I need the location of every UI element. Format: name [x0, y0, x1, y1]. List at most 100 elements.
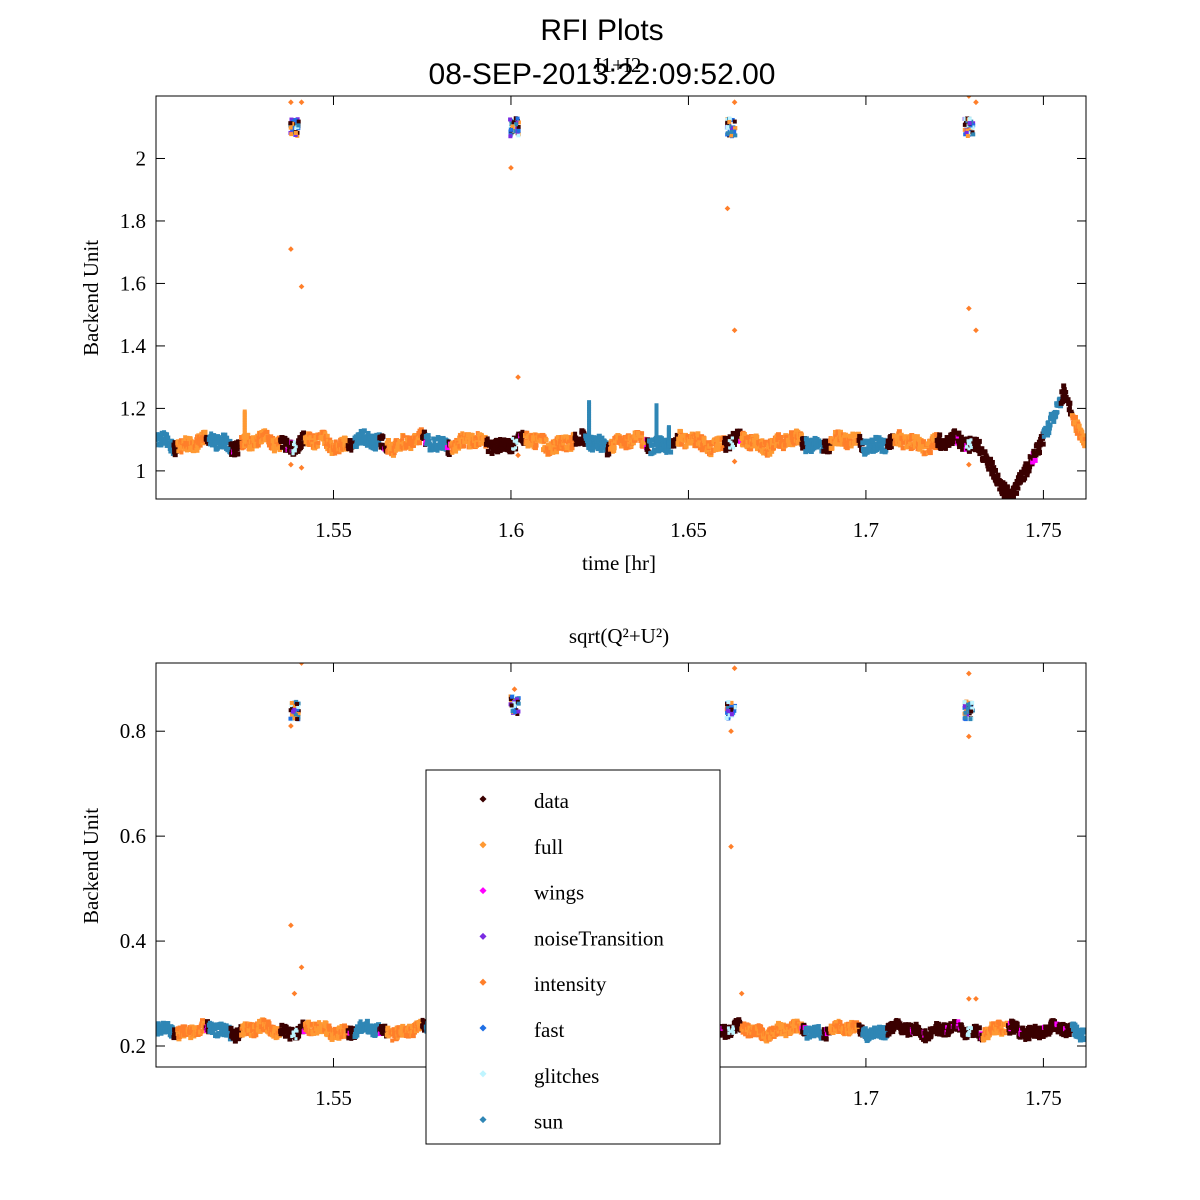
spike-point	[654, 427, 659, 432]
baseline-point	[866, 444, 871, 449]
baseline-point	[369, 443, 374, 448]
baseline-point	[529, 433, 534, 438]
baseline-point	[868, 1027, 873, 1032]
glitch-point	[512, 439, 516, 443]
baseline-point	[200, 435, 205, 441]
cluster-point	[296, 119, 301, 124]
outlier-point	[973, 327, 979, 334]
baseline-point	[731, 441, 737, 447]
spike-point	[654, 411, 659, 416]
x-tick-label: 1.55	[315, 518, 352, 542]
baseline-point	[740, 443, 745, 448]
baseline-point	[386, 437, 391, 443]
glitch-point	[515, 441, 519, 445]
baseline-point	[339, 1035, 344, 1040]
baseline-point	[328, 437, 333, 442]
baseline-point	[1018, 480, 1023, 485]
baseline-point	[1022, 464, 1027, 469]
baseline-point	[842, 437, 847, 442]
baseline-point	[779, 434, 784, 439]
baseline-point	[279, 444, 285, 450]
outlier-point	[966, 461, 972, 468]
baseline-point	[913, 443, 918, 449]
cluster-point	[733, 133, 738, 138]
baseline-point	[927, 1037, 932, 1042]
baseline-point	[325, 433, 330, 438]
baseline-point	[992, 467, 998, 473]
cluster-point	[963, 122, 968, 127]
baseline-point	[239, 440, 244, 445]
baseline-point	[761, 1034, 766, 1039]
cluster-point	[515, 116, 520, 121]
baseline-point	[421, 1019, 427, 1025]
baseline-point	[842, 432, 848, 438]
baseline-point	[960, 438, 965, 443]
baseline-point	[855, 1025, 861, 1031]
baseline-point	[957, 439, 963, 445]
cluster-point	[289, 117, 294, 122]
cluster-point	[725, 131, 730, 136]
y-tick-label: 1.8	[120, 209, 146, 233]
baseline-point	[276, 441, 282, 447]
baseline-point	[405, 1033, 411, 1039]
baseline-point	[464, 435, 470, 441]
cluster-point	[508, 127, 513, 132]
baseline-point	[417, 440, 422, 446]
spike-point	[587, 434, 592, 439]
baseline-point	[225, 1032, 231, 1038]
baseline-point	[760, 1027, 765, 1032]
baseline-point	[377, 440, 382, 445]
baseline-point	[188, 436, 193, 441]
baseline-point	[672, 444, 677, 449]
baseline-point	[1020, 1025, 1026, 1031]
baseline-point	[612, 448, 617, 453]
cluster-point	[516, 128, 521, 133]
baseline-point	[848, 1031, 853, 1036]
baseline-point	[324, 1021, 329, 1026]
baseline-point	[905, 1033, 910, 1038]
baseline-point	[580, 439, 586, 445]
baseline-point	[645, 442, 651, 448]
baseline-point	[550, 449, 556, 455]
baseline-point	[1014, 482, 1020, 488]
baseline-point	[1014, 490, 1020, 496]
baseline-point	[1072, 418, 1077, 423]
baseline-point	[210, 436, 215, 441]
baseline-point	[407, 435, 413, 441]
spike-point	[587, 400, 592, 405]
baseline-point	[868, 1029, 873, 1034]
baseline-point	[435, 448, 440, 453]
baseline-point	[958, 434, 964, 440]
baseline-point	[446, 452, 452, 458]
baseline-point	[412, 432, 417, 437]
baseline-point	[249, 446, 255, 452]
baseline-point	[898, 442, 904, 448]
baseline-point	[365, 1022, 370, 1027]
baseline-point	[656, 439, 662, 445]
baseline-point	[665, 448, 670, 454]
baseline-point	[533, 442, 539, 448]
baseline-point	[398, 439, 404, 445]
baseline-point	[408, 446, 414, 452]
baseline-point	[261, 1017, 267, 1023]
baseline-point	[202, 429, 208, 435]
spike-point	[654, 409, 659, 414]
baseline-point	[725, 445, 731, 451]
baseline-point	[607, 452, 612, 457]
baseline-point	[999, 491, 1005, 497]
baseline-point	[1005, 484, 1010, 489]
baseline-point	[888, 444, 894, 450]
baseline-point	[949, 431, 955, 437]
baseline-point	[937, 432, 943, 438]
baseline-point	[421, 429, 427, 435]
baseline-point	[749, 447, 754, 452]
glitch-point	[294, 445, 298, 449]
baseline-point	[992, 1030, 997, 1035]
baseline-point	[1005, 493, 1010, 498]
baseline-point	[973, 1023, 979, 1029]
baseline-point	[596, 439, 601, 444]
baseline-point	[286, 1034, 291, 1039]
baseline-point	[889, 439, 895, 445]
baseline-point	[237, 1036, 242, 1041]
spike-point	[654, 407, 659, 412]
